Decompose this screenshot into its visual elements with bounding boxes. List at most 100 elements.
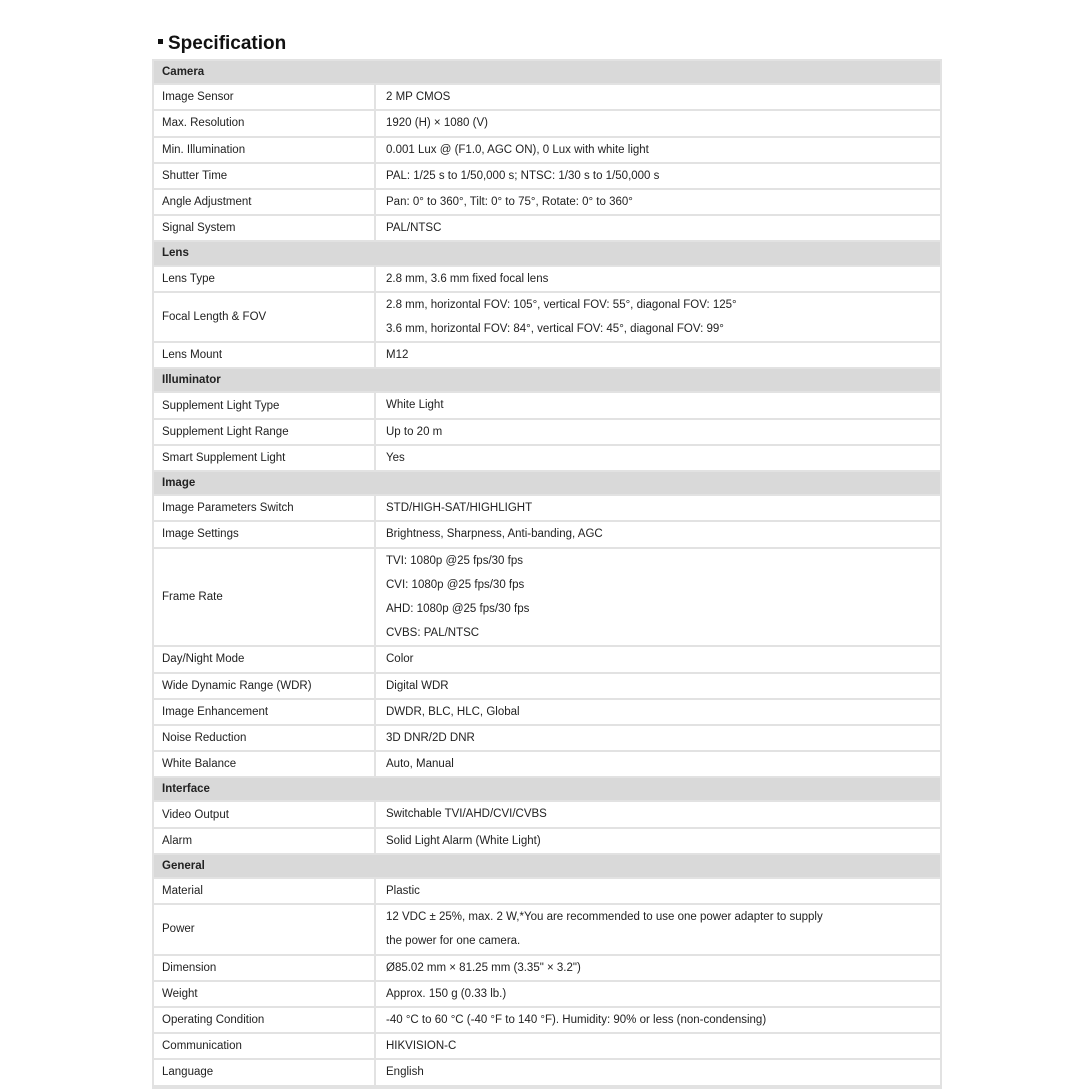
table-row: Wide Dynamic Range (WDR) Digital WDR <box>154 673 940 700</box>
spec-value-line: Brightness, Sharpness, Anti-banding, AGC <box>386 528 603 541</box>
table-row: Max. Resolution 1920 (H) × 1080 (V) <box>154 111 940 138</box>
spec-label: Angle Adjustment <box>154 189 376 215</box>
spec-label: Power <box>154 905 376 954</box>
spec-value-line: 2 MP CMOS <box>386 91 451 104</box>
spec-value: Ø85.02 mm × 81.25 mm (3.35" × 3.2") <box>376 956 940 980</box>
specification-table: Camera Image Sensor 2 MP CMOS Max. Resoluti… <box>152 59 942 1089</box>
section-header: Image <box>154 472 940 497</box>
spec-value-line: AHD: 1080p @25 fps/30 fps <box>386 602 530 615</box>
spec-value-line: M12 <box>386 349 409 362</box>
spec-label: Image Parameters Switch <box>154 496 376 521</box>
spec-value-line: Up to 20 m <box>386 425 443 438</box>
spec-value: PAL/NTSC <box>376 216 940 240</box>
table-row: Image Sensor 2 MP CMOS <box>154 85 940 112</box>
spec-value-line: Ø85.02 mm × 81.25 mm (3.35" × 3.2") <box>386 961 581 974</box>
table-row: Focal Length & FOV 2.8 mm, horizontal FOV… <box>154 292 940 344</box>
spec-value: Switchable TVI/AHD/CVI/CVBS <box>376 802 940 826</box>
spec-value-line: CVI: 1080p @25 fps/30 fps <box>386 578 525 591</box>
spec-value: HIKVISION-C <box>376 1034 940 1058</box>
spec-value: STD/HIGH-SAT/HIGHLIGHT <box>376 496 940 520</box>
spec-label: Material <box>154 879 376 904</box>
spec-value: 2.8 mm, horizontal FOV: 105°, vertical F… <box>376 293 940 341</box>
spec-value-line: Plastic <box>386 885 420 897</box>
spec-value: Plastic <box>376 879 940 903</box>
spec-value: TVI: 1080p @25 fps/30 fps CVI: 1080p @25 … <box>376 549 940 646</box>
table-row: Min. Illumination 0.001 Lux @ (F1.0, AGC … <box>154 137 940 164</box>
table-row: White Balance Auto, Manual <box>154 752 940 779</box>
spec-value-line: 0.001 Lux @ (F1.0, AGC ON), 0 Lux with w… <box>386 143 649 156</box>
spec-label: Supplement Light Range <box>154 419 376 444</box>
spec-value-line: 12 VDC ± 25%, max. 2 W,*You are recommen… <box>386 911 823 924</box>
spec-value: Approx. 150 g (0.33 lb.) <box>376 982 940 1006</box>
spec-value-line: PAL/NTSC <box>386 222 442 235</box>
table-row: Noise Reduction 3D DNR/2D DNR <box>154 725 940 753</box>
spec-value-line: English <box>386 1066 424 1079</box>
section-header: Illuminator <box>154 369 940 394</box>
spec-value-line: 3.6 mm, horizontal FOV: 84°, vertical FO… <box>386 322 724 335</box>
spec-label: Signal System <box>154 216 376 241</box>
spec-value: DWDR, BLC, HLC, Global <box>376 700 940 724</box>
spec-value: Solid Light Alarm (White Light) <box>376 829 940 853</box>
title-text: Specification <box>168 33 287 54</box>
section-header: Lens <box>154 242 940 267</box>
spec-label: Wide Dynamic Range (WDR) <box>154 673 376 698</box>
spec-label: Noise Reduction <box>154 725 376 751</box>
spec-value-line: Pan: 0° to 360°, Tilt: 0° to 75°, Rotate… <box>386 195 633 208</box>
table-row: Image Settings Brightness, Sharpness, Ant… <box>154 522 940 549</box>
table-row: Material Plastic <box>154 879 940 906</box>
spec-value: Brightness, Sharpness, Anti-banding, AGC <box>376 522 940 546</box>
spec-value-line: 3D DNR/2D DNR <box>386 731 475 744</box>
table-row: Lens Mount M12 <box>154 343 940 370</box>
table-row: Image Parameters Switch STD/HIGH-SAT/HIGH… <box>154 496 940 523</box>
spec-value-line: 2.8 mm, 3.6 mm fixed focal lens <box>386 272 549 285</box>
table-row: Smart Supplement Light Yes <box>154 445 940 472</box>
table-row: Alarm Solid Light Alarm (White Light) <box>154 828 940 855</box>
spec-label: Day/Night Mode <box>154 647 376 672</box>
spec-label: Supplement Light Type <box>154 393 376 418</box>
spec-label: Dimension <box>154 955 376 980</box>
spec-label: Lens Type <box>154 266 376 291</box>
spec-value: Yes <box>376 446 940 470</box>
spec-value: 2.8 mm, 3.6 mm fixed focal lens <box>376 267 940 291</box>
spec-value-line: Color <box>386 653 414 666</box>
spec-value: 3D DNR/2D DNR <box>376 726 940 750</box>
spec-value-line: CVBS: PAL/NTSC <box>386 627 480 640</box>
spec-value-line: Solid Light Alarm (White Light) <box>386 834 541 847</box>
section-header: General <box>154 854 940 879</box>
spec-label: Frame Rate <box>154 548 376 646</box>
table-row: Lens Type 2.8 mm, 3.6 mm fixed focal lens <box>154 266 940 293</box>
table-row: Supplement Light Range Up to 20 m <box>154 419 940 446</box>
spec-label: Operating Condition <box>154 1007 376 1033</box>
spec-value: 2 MP CMOS <box>376 85 940 109</box>
spec-value: 0.001 Lux @ (F1.0, AGC ON), 0 Lux with w… <box>376 138 940 162</box>
spec-label: Smart Supplement Light <box>154 445 376 470</box>
table-row: Language English <box>154 1060 940 1087</box>
table-row: Frame Rate TVI: 1080p @25 fps/30 fps CVI: … <box>154 548 940 648</box>
spec-value-line: PAL: 1/25 s to 1/50,000 s; NTSC: 1/30 s … <box>386 169 660 182</box>
spec-value: Digital WDR <box>376 674 940 698</box>
spec-value: English <box>376 1060 940 1084</box>
table-row: Signal System PAL/NTSC <box>154 216 940 243</box>
spec-label: Image Enhancement <box>154 699 376 724</box>
spec-value: White Light <box>376 393 940 417</box>
spec-label: Shutter Time <box>154 163 376 188</box>
spec-label: Communication <box>154 1034 376 1059</box>
table-row: Angle Adjustment Pan: 0° to 360°, Tilt: 0… <box>154 189 940 217</box>
spec-value: Pan: 0° to 360°, Tilt: 0° to 75°, Rotate… <box>376 190 940 214</box>
table-row: Supplement Light Type White Light <box>154 393 940 420</box>
page-title: Specification <box>158 33 286 55</box>
spec-value-line: Switchable TVI/AHD/CVI/CVBS <box>386 808 547 821</box>
spec-value: 12 VDC ± 25%, max. 2 W,*You are recommen… <box>376 905 940 953</box>
spec-label: Lens Mount <box>154 343 376 368</box>
spec-value: -40 °C to 60 °C (-40 °F to 140 °F). Humi… <box>376 1008 940 1032</box>
table-row: Weight Approx. 150 g (0.33 lb.) <box>154 981 940 1008</box>
spec-label: Image Sensor <box>154 85 376 110</box>
bullet-icon <box>158 39 163 45</box>
spec-value-line: Digital WDR <box>386 679 449 692</box>
spec-value-line: HIKVISION-C <box>386 1040 457 1053</box>
table-row: Video Output Switchable TVI/AHD/CVI/CVBS <box>154 802 940 829</box>
spec-value-line: the power for one camera. <box>386 935 521 948</box>
spec-value-line: White Light <box>386 399 444 412</box>
spec-label: Video Output <box>154 802 376 827</box>
spec-value-line: STD/HIGH-SAT/HIGHLIGHT <box>386 502 533 515</box>
